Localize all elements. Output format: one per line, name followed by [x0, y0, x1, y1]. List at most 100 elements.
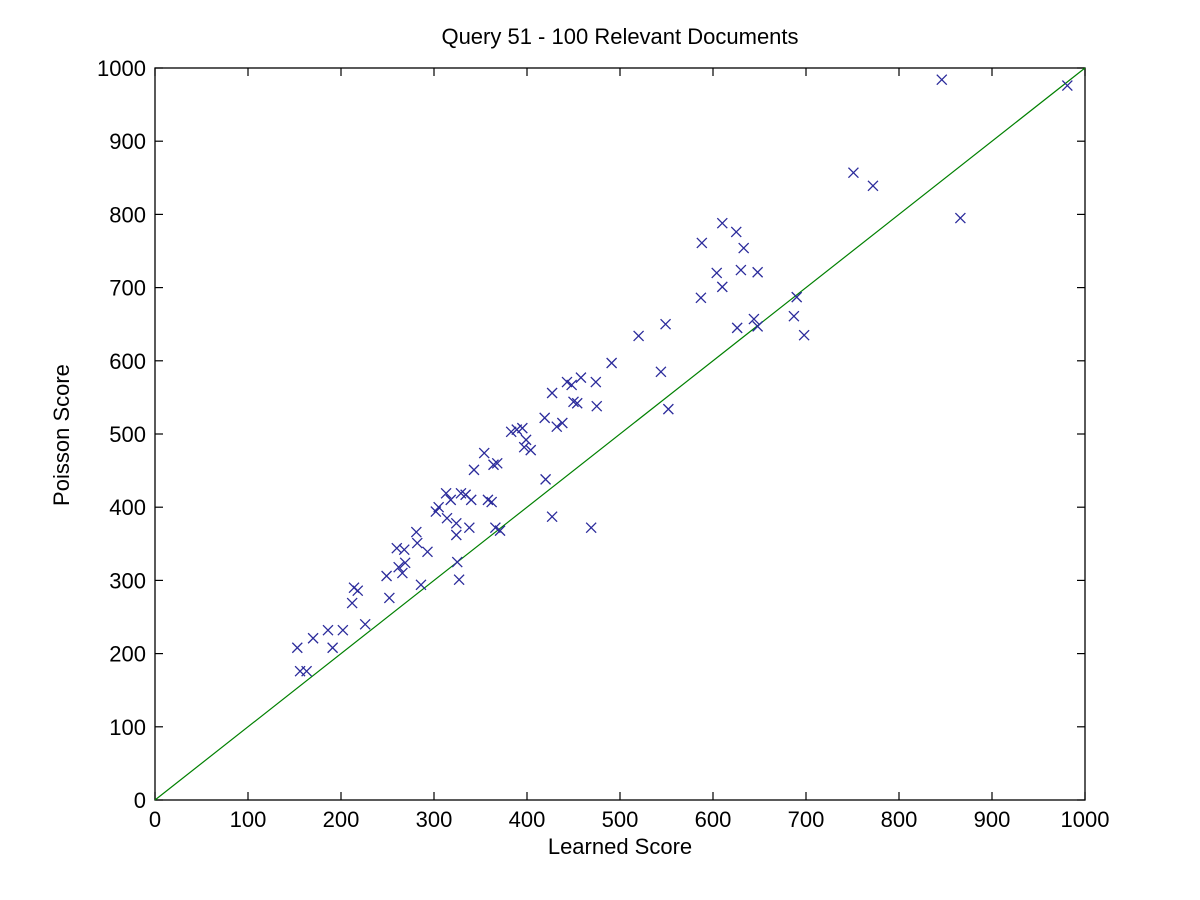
- data-point-marker: [468, 464, 480, 476]
- x-tick-label: 1000: [1061, 807, 1110, 832]
- data-point-marker: [415, 579, 427, 591]
- x-tick-label: 300: [416, 807, 453, 832]
- data-point-marker: [539, 412, 551, 424]
- data-point-marker: [731, 322, 743, 334]
- x-tick-label: 100: [230, 807, 267, 832]
- data-point-marker: [327, 642, 339, 654]
- data-point-marker: [520, 434, 532, 446]
- data-point-marker: [486, 496, 498, 508]
- x-tick-label: 800: [881, 807, 918, 832]
- data-point-marker: [359, 618, 371, 630]
- data-point-marker: [546, 511, 558, 523]
- data-point-marker: [440, 487, 452, 499]
- data-point-marker: [575, 372, 587, 384]
- reference-line: [154, 67, 1086, 801]
- y-tick-label: 600: [109, 349, 146, 374]
- data-point-marker: [735, 264, 747, 276]
- chart-title: Query 51 - 100 Relevant Documents: [441, 24, 799, 49]
- data-point-marker: [433, 501, 445, 513]
- tick-labels: 0 100 200 300 400 500 600 700 800 900 1000 0 100 200 3…: [97, 56, 1109, 832]
- data-point-marker: [791, 291, 803, 303]
- data-point-marker: [411, 537, 423, 549]
- data-point-marker: [482, 494, 494, 506]
- data-point-marker: [346, 597, 358, 609]
- data-point-marker: [399, 557, 411, 569]
- data-point-marker: [381, 570, 393, 582]
- data-point-marker: [585, 522, 597, 534]
- identity-reference-line: [154, 67, 1086, 801]
- y-tick-label: 500: [109, 422, 146, 447]
- data-point-marker: [633, 330, 645, 342]
- y-tick-label: 200: [109, 642, 146, 667]
- data-point-marker: [307, 632, 319, 644]
- data-point-marker: [730, 226, 742, 238]
- data-point-marker: [696, 237, 708, 249]
- data-point-marker: [556, 417, 568, 429]
- data-point-marker: [568, 396, 579, 408]
- data-point-marker: [450, 529, 462, 541]
- y-tick-label: 100: [109, 715, 146, 740]
- data-point-marker: [954, 212, 966, 224]
- data-point-marker: [847, 167, 859, 179]
- data-point-marker: [391, 542, 403, 554]
- data-point-marker: [1061, 80, 1073, 92]
- data-point-marker: [591, 400, 603, 412]
- data-point-marker: [936, 74, 948, 86]
- data-point-marker: [441, 512, 453, 524]
- data-point-marker: [551, 421, 563, 433]
- data-point-marker: [393, 561, 405, 573]
- y-axis-label: Poisson Score: [49, 364, 74, 506]
- data-point-marker: [518, 441, 530, 453]
- data-point-marker: [660, 318, 672, 330]
- y-tick-label: 900: [109, 129, 146, 154]
- x-tick-label: 200: [323, 807, 360, 832]
- data-point-marker: [445, 494, 457, 506]
- data-point-marker: [337, 624, 349, 636]
- data-point-marker: [788, 310, 800, 322]
- x-axis-label: Learned Score: [547, 834, 693, 859]
- data-point-marker: [516, 422, 528, 434]
- data-point-marker: [752, 320, 764, 332]
- data-point-marker: [322, 624, 334, 636]
- data-point-marker: [695, 292, 707, 304]
- data-point-marker: [488, 459, 499, 471]
- data-point-marker: [463, 522, 475, 534]
- data-point-marker: [546, 387, 558, 399]
- data-point-marker: [352, 585, 364, 597]
- data-point-marker: [662, 403, 674, 415]
- data-point-marker: [590, 376, 602, 388]
- data-point-marker: [505, 426, 517, 438]
- data-point-marker: [540, 473, 552, 485]
- x-tick-label: 600: [695, 807, 732, 832]
- data-point-marker: [748, 313, 760, 325]
- y-tick-label: 700: [109, 276, 146, 301]
- data-point-marker: [525, 444, 537, 456]
- data-point-marker: [571, 397, 583, 409]
- data-point-marker: [301, 665, 313, 677]
- data-point-marker: [451, 556, 463, 568]
- x-tick-label: 0: [149, 807, 161, 832]
- data-point-marker: [383, 592, 395, 604]
- data-point-marker: [491, 457, 503, 469]
- x-tick-label: 500: [602, 807, 639, 832]
- axis-ticks: [154, 67, 1086, 801]
- data-point-marker: [422, 546, 433, 558]
- y-tick-label: 400: [109, 495, 146, 520]
- data-point-marker: [716, 217, 728, 229]
- y-tick-label: 800: [109, 202, 146, 227]
- data-point-marker: [410, 526, 422, 538]
- y-tick-label: 0: [134, 788, 146, 813]
- data-point-marker: [798, 329, 810, 341]
- data-point-marker: [711, 267, 723, 279]
- data-point-marker: [453, 574, 465, 586]
- data-point-marker: [655, 366, 667, 378]
- data-point-marker: [396, 567, 408, 579]
- data-point-marker: [738, 242, 750, 254]
- x-tick-label: 700: [788, 807, 825, 832]
- data-point-marker: [716, 281, 728, 293]
- y-tick-label: 1000: [97, 56, 146, 81]
- data-point-marker: [398, 544, 410, 556]
- data-point-marker: [606, 357, 618, 369]
- data-point-marker: [867, 180, 879, 192]
- data-point-marker: [450, 517, 462, 529]
